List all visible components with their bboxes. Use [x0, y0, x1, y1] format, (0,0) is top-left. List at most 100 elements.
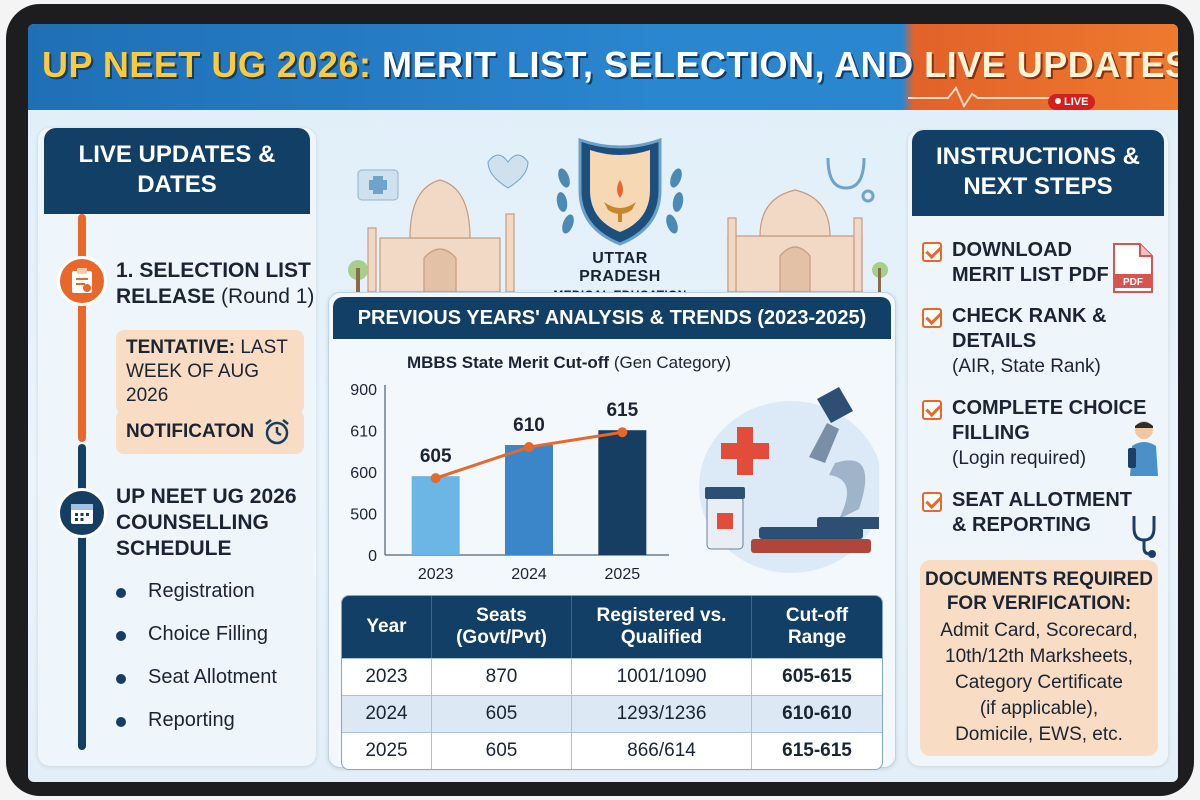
title-part-exam: UP NEET UG 2026:	[42, 44, 372, 85]
instruction-subtext: (AIR, State Rank)	[952, 356, 1101, 377]
checkbox-icon	[922, 242, 942, 262]
x-tick-label: 2025	[605, 566, 641, 583]
document-line: Admit Card, Scorecard,	[940, 620, 1138, 641]
instruction-title: SEAT ALLOTMENT	[952, 489, 1132, 511]
stethoscope-icon	[826, 157, 875, 203]
monuments-illustration	[348, 137, 888, 293]
heartbeat-icon	[908, 86, 1058, 108]
table-cell: 866/614	[572, 732, 752, 769]
live-updates-heading: LIVE UPDATES & DATES	[44, 128, 310, 214]
red-cross-icon	[721, 443, 769, 459]
table-cell: 1001/1090	[572, 658, 752, 695]
documents-list: Admit Card, Scorecard, 10th/12th Markshe…	[920, 618, 1158, 748]
live-badge: LIVE	[1048, 94, 1096, 110]
instructions-panel: INSTRUCTIONS & NEXT STEPS DOWNLOAD MERIT …	[908, 130, 1168, 766]
documents-title: FOR VERIFICATION:	[946, 593, 1132, 614]
notification-label: NOTIFICATON	[126, 421, 255, 443]
emblem-caption-line: UTTAR PRADESH	[579, 250, 661, 285]
instruction-title: & REPORTING	[952, 514, 1091, 536]
counselling-steps-list: Registration Choice Filling Seat Allotme…	[116, 576, 277, 748]
instruction-item-seat: SEAT ALLOTMENT & REPORTING	[922, 488, 1132, 538]
x-tick-label: 2023	[418, 566, 454, 583]
document-line: (if applicable),	[979, 698, 1099, 719]
timeline-bar-orange	[78, 214, 86, 442]
trends-table: Year Seats (Govt/Pvt) Registered vs. Quali…	[341, 595, 883, 770]
y-tick-label: 500	[350, 507, 377, 524]
header-text: Seats	[476, 605, 527, 626]
bar-value-label: 610	[513, 415, 545, 436]
live-badge-label: LIVE	[1064, 96, 1089, 108]
x-tick-label: 2024	[511, 566, 547, 583]
microscope-icon	[817, 517, 879, 529]
tentative-text: WEEK OF AUG 2026	[126, 361, 260, 406]
table-header: Registered vs. Qualified	[572, 596, 752, 658]
chart-title: MBBS State Merit Cut-off (Gen Category)	[389, 353, 749, 373]
schedule-step: Seat Allotment	[116, 662, 277, 705]
pdf-label: PDF	[1123, 277, 1143, 288]
table-row: 2023 870 1001/1090 605-615	[342, 658, 882, 695]
y-tick-label: 610	[350, 424, 377, 441]
shield-emblem-icon	[578, 137, 662, 246]
schedule-step: Registration	[116, 576, 277, 619]
checkbox-icon	[922, 400, 942, 420]
selection-round: (Round 1)	[221, 285, 315, 308]
table-cell: 605	[432, 732, 572, 769]
table-row: 2025 605 866/614 615-615	[342, 732, 882, 769]
instruction-subtext: (Login required)	[952, 448, 1087, 469]
title-banner: UP NEET UG 2026: MERIT LIST, SELECTION, …	[28, 24, 1178, 110]
instruction-title: DOWNLOAD	[952, 239, 1072, 261]
bar-value-label: 615	[606, 400, 638, 421]
y-tick-label: 900	[350, 382, 377, 399]
selection-title-line: 1. SELECTION LIST	[116, 259, 311, 282]
document-line: Domicile, EWS, etc.	[955, 724, 1123, 745]
counselling-schedule-title: UP NEET UG 2026 COUNSELLING SCHEDULE	[116, 484, 297, 562]
heading-line: NEXT STEPS	[963, 173, 1113, 200]
tentative-date-tag: TENTATIVE: LAST WEEK OF AUG 2026	[116, 330, 304, 414]
documents-required-box: DOCUMENTS REQUIRED FOR VERIFICATION: Adm…	[920, 560, 1158, 756]
header-text: Qualified	[620, 627, 703, 648]
bar	[505, 445, 553, 555]
checkbox-icon	[922, 308, 942, 328]
trend-point	[430, 473, 441, 484]
schedule-step: Reporting	[116, 705, 277, 748]
bar	[598, 430, 647, 555]
trend-point	[524, 442, 534, 453]
table-cell: 605-615	[752, 658, 882, 695]
student-icon	[1128, 421, 1158, 476]
medicine-bottle-icon	[705, 487, 745, 499]
instruction-title: DETAILS	[952, 330, 1037, 352]
instruction-item-download: DOWNLOAD MERIT LIST PDF	[922, 238, 1109, 288]
table-header: Year	[342, 596, 432, 658]
instructions-heading: INSTRUCTIONS & NEXT STEPS	[912, 130, 1164, 216]
selection-title-line: RELEASE	[116, 285, 216, 308]
table-cell: 605	[432, 695, 572, 732]
instruction-title: CHECK RANK &	[952, 305, 1107, 327]
table-cell: 615-615	[752, 732, 882, 769]
header-text: Cut-off	[785, 605, 849, 626]
header-text: Range	[787, 627, 847, 648]
instruction-item-choice: COMPLETE CHOICE FILLING (Login required)	[922, 396, 1146, 471]
notification-tag: NOTIFICATON	[116, 410, 304, 454]
emblem-illustration: UTTAR PRADESH MEDICAL EDUCATION	[328, 118, 888, 302]
schedule-step: Choice Filling	[116, 619, 277, 662]
cutoff-bar-chart: 0 500 600 610 900 605 2023 610 2024 615 2025	[350, 382, 879, 583]
checkbox-icon	[922, 492, 942, 512]
documents-title: DOCUMENTS REQUIRED	[924, 569, 1153, 590]
title-part-main: MERIT LIST, SELECTION, AND	[381, 44, 914, 85]
bar-value-label: 605	[420, 446, 452, 467]
table-cell: 1293/1236	[572, 695, 752, 732]
header-text: (Govt/Pvt)	[456, 627, 547, 648]
table-cell: 870	[432, 658, 572, 695]
table-cell: 2024	[342, 695, 432, 732]
table-header: Seats (Govt/Pvt)	[432, 596, 572, 658]
alarm-clock-icon	[265, 419, 290, 445]
header-text: Registered vs.	[596, 605, 727, 626]
document-line: 10th/12th Marksheets,	[945, 646, 1133, 667]
table-cell: 2023	[342, 658, 432, 695]
counselling-title-line: SCHEDULE	[116, 537, 232, 560]
table-cell: 2025	[342, 732, 432, 769]
tablet-frame: UP NEET UG 2026: MERIT LIST, SELECTION, …	[6, 4, 1194, 796]
microscope-icon	[809, 423, 839, 463]
stethoscope-icon	[1132, 516, 1156, 558]
medical-cross-icon	[357, 169, 399, 201]
